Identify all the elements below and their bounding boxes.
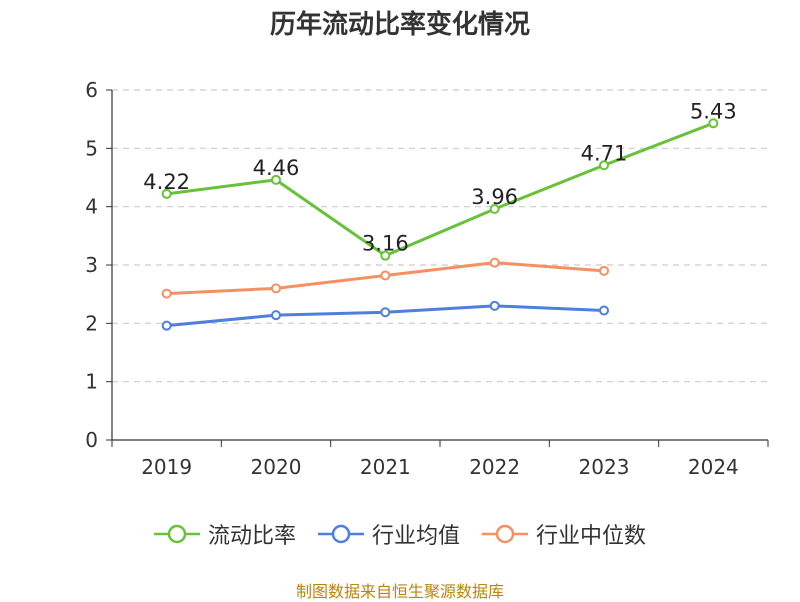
- data-point: [271, 310, 281, 321]
- x-tick-label: 2024: [688, 455, 739, 479]
- legend-line-icon: [482, 524, 528, 544]
- grid-lines: [112, 89, 768, 383]
- legend-item[interactable]: 流动比率: [153, 518, 296, 550]
- source-note: 制图数据来自恒生聚源数据库: [295, 582, 504, 601]
- legend-item[interactable]: 行业均值: [317, 518, 460, 550]
- legend-line-icon: [153, 524, 200, 544]
- data-point: [599, 305, 609, 316]
- legend: 流动比率 行业均值 行业中位数: [0, 518, 800, 550]
- data-point: [161, 188, 172, 199]
- x-tick-label: 2019: [141, 455, 192, 479]
- data-point: [489, 300, 500, 311]
- data-label: 4.46: [253, 156, 300, 180]
- data-label: 5.43: [690, 99, 737, 123]
- legend-line-icon: [317, 524, 364, 544]
- legend-label: 行业均值: [371, 524, 460, 549]
- data-point: [271, 283, 281, 294]
- x-tick-label: 2022: [469, 455, 520, 479]
- data-point: [380, 250, 391, 261]
- data-label: 3.16: [362, 232, 409, 256]
- y-tick-label: 4: [85, 195, 98, 219]
- legend-marker: [331, 524, 351, 544]
- data-point: [489, 257, 500, 268]
- y-tick-label: 2: [85, 311, 98, 335]
- legend-marker: [167, 524, 187, 544]
- data-point: [271, 174, 281, 185]
- x-tick-label: 2023: [579, 455, 630, 479]
- data-label: 3.96: [471, 185, 518, 209]
- y-tick-label: 1: [85, 370, 98, 394]
- x-tick-label: 2021: [360, 455, 411, 479]
- y-tick-label: 0: [85, 428, 98, 452]
- y-tick-label: 3: [85, 253, 98, 277]
- legend-label: 流动比率: [207, 524, 296, 549]
- data-label: 4.71: [581, 141, 628, 165]
- chart-title: 历年流动比率变化情况: [269, 10, 530, 40]
- data-point: [708, 118, 719, 129]
- y-tick-label: 6: [85, 78, 98, 102]
- data-point: [161, 320, 172, 331]
- legend-marker: [495, 524, 515, 544]
- series-line: [166, 121, 714, 258]
- legend-item[interactable]: 行业中位数: [482, 518, 646, 550]
- x-tick-label: 2020: [251, 455, 302, 479]
- axes: 0 1 2 3 4 5 6 2019 2020 2021 2022 2023 2024: [85, 78, 769, 479]
- data-point: [599, 265, 609, 276]
- data-point: [161, 288, 172, 299]
- data-point: [380, 307, 391, 318]
- series-lines: [161, 118, 719, 331]
- data-point: [599, 160, 609, 171]
- data-label: 4.22: [143, 170, 190, 194]
- data-point: [380, 270, 391, 281]
- y-tick-label: 5: [85, 136, 98, 160]
- legend-label: 行业中位数: [536, 524, 647, 549]
- data-labels: 4.22 4.46 3.16 3.96 4.71 5.43: [143, 99, 736, 255]
- data-point: [489, 204, 500, 214]
